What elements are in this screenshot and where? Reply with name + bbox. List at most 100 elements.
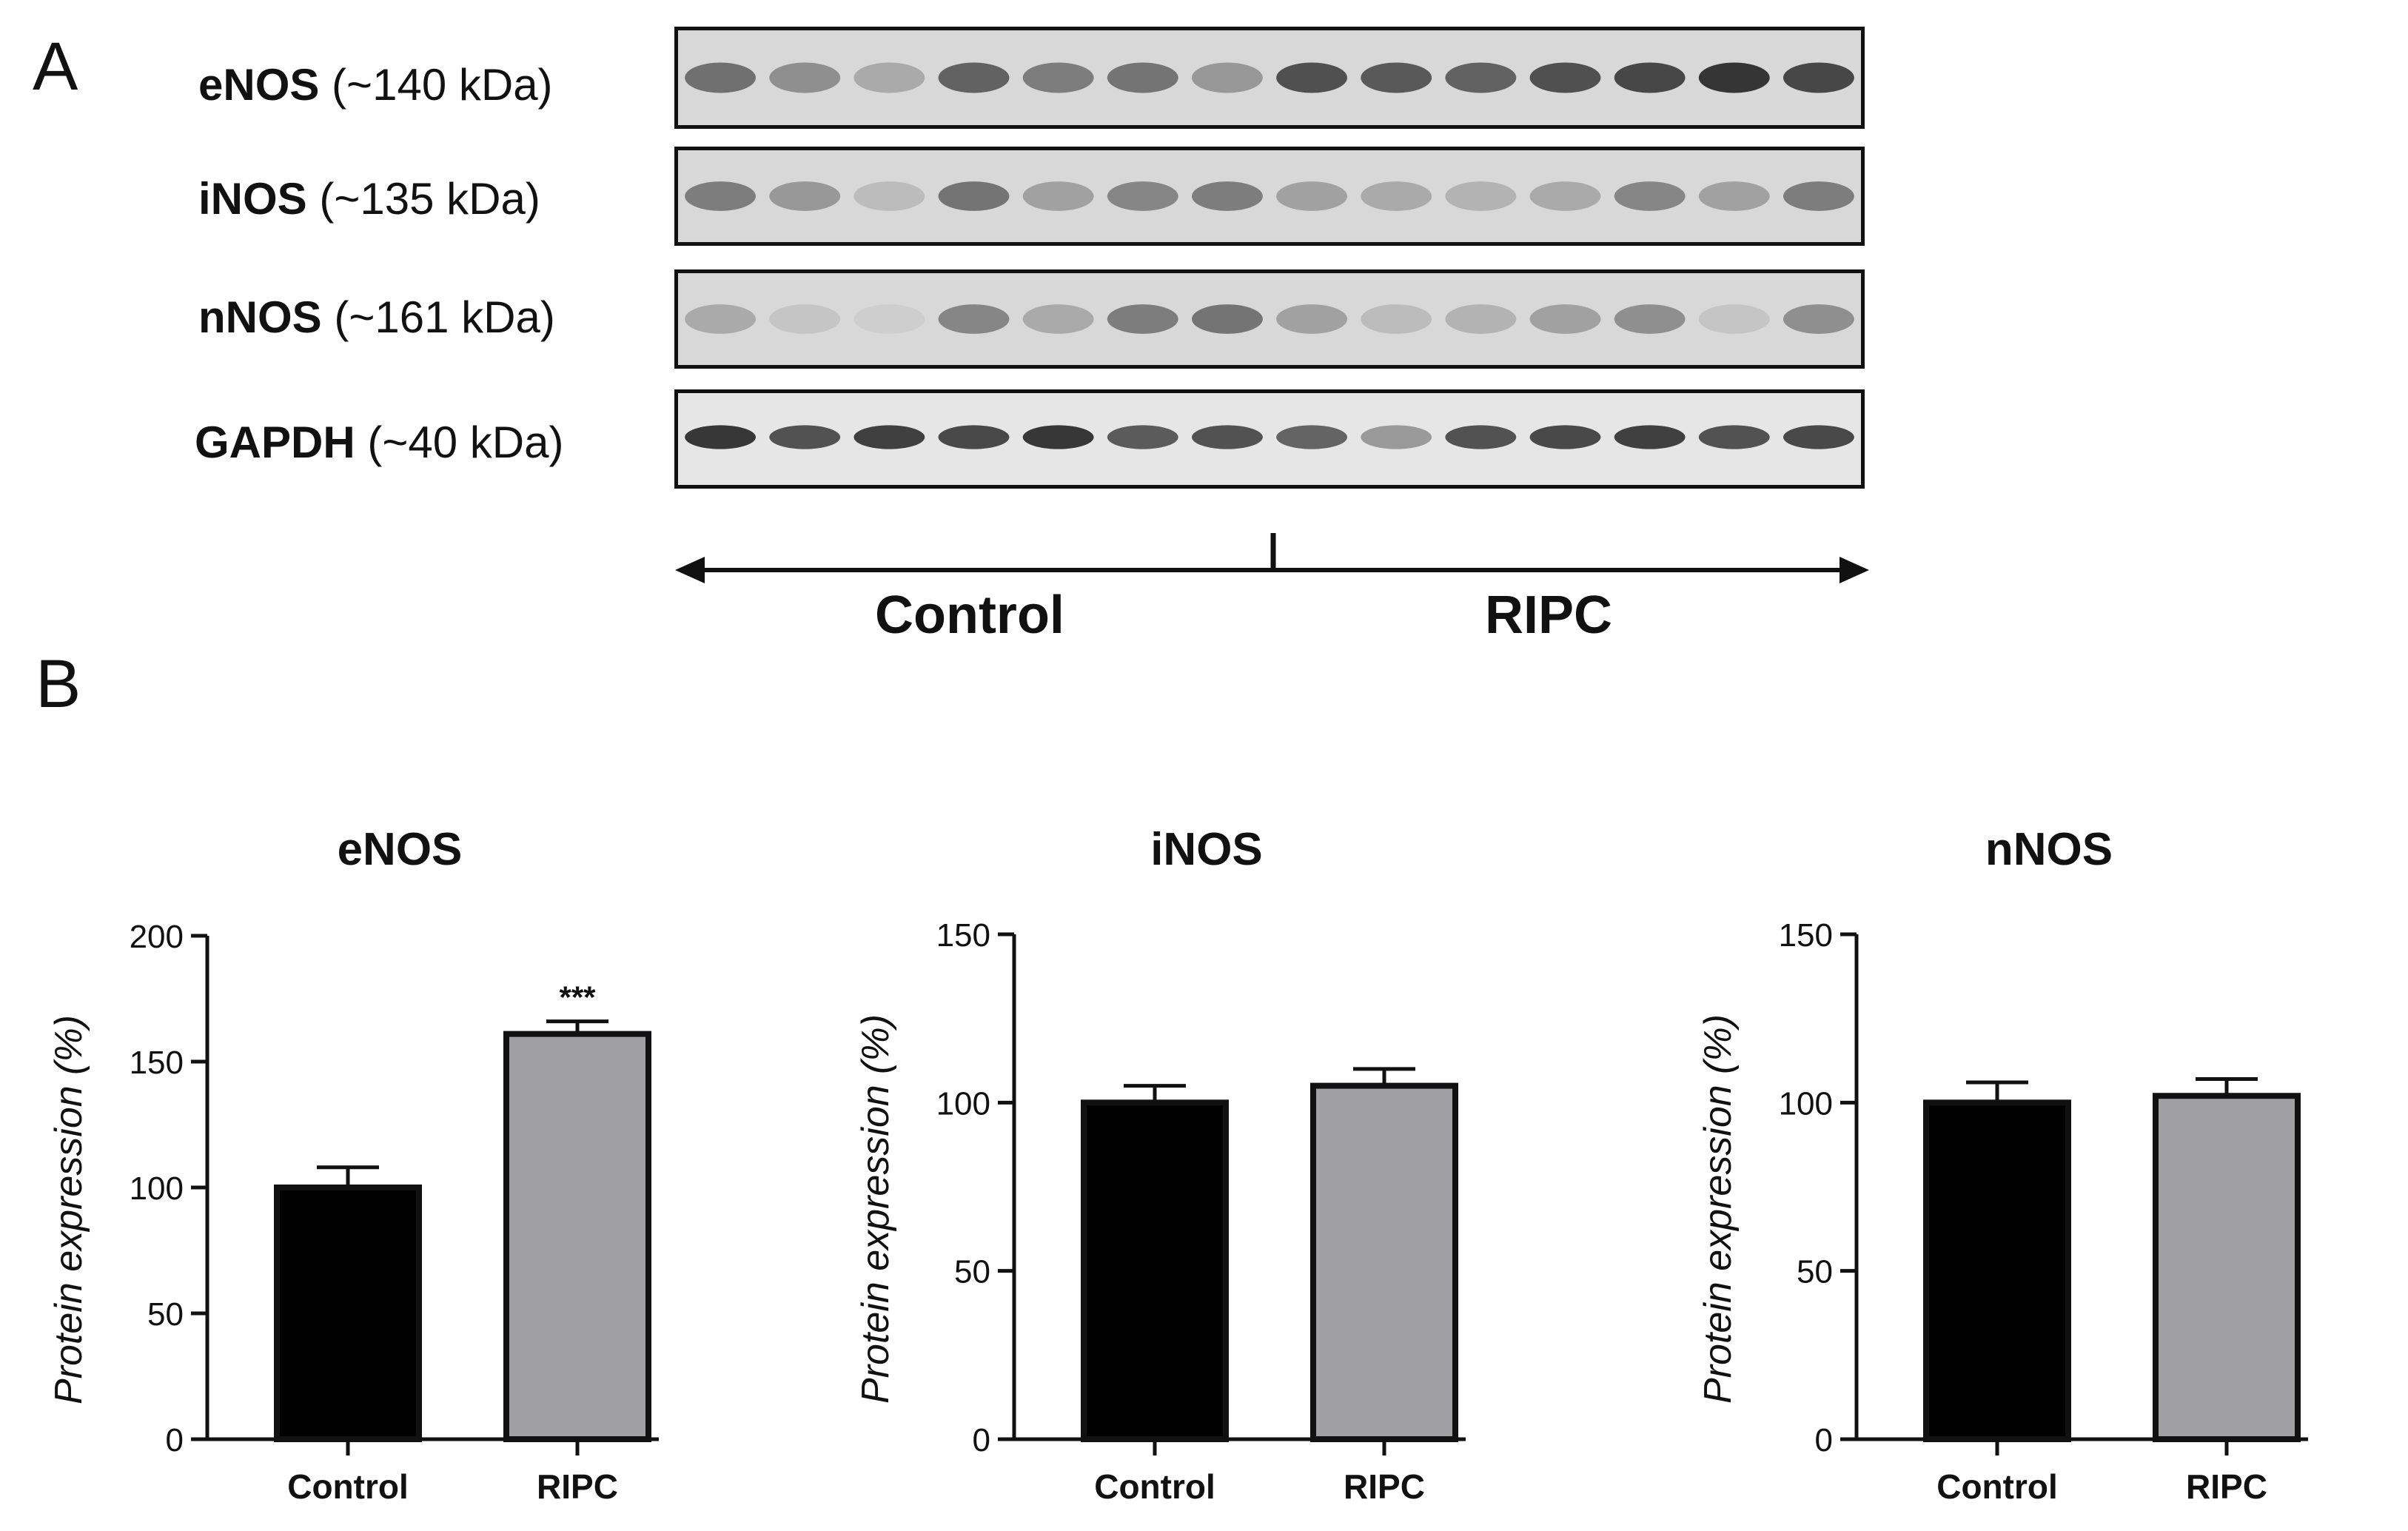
x-tick-label: RIPC xyxy=(1344,1467,1425,1506)
blot-label-enos: eNOS (~140 kDa) xyxy=(198,59,553,110)
bar-ripc xyxy=(2153,1093,2301,1442)
blot-band xyxy=(769,181,841,211)
y-tick-label: 200 xyxy=(130,919,184,955)
y-tick-label: 50 xyxy=(1797,1254,1833,1290)
blot-band xyxy=(853,304,925,334)
x-tick-label: Control xyxy=(287,1467,409,1506)
bar-ripc xyxy=(1310,1082,1458,1442)
blot-band xyxy=(769,425,841,449)
blot-band xyxy=(1276,304,1348,334)
blot-band xyxy=(1191,425,1263,449)
chart-nnos: nNOS 0 50 100 150 Protein expression (%) Contr… xyxy=(1697,824,2308,1506)
blot-band xyxy=(1022,181,1094,211)
blot-band xyxy=(1782,425,1854,449)
y-tick-label: 100 xyxy=(1779,1085,1833,1122)
y-tick-label: 100 xyxy=(936,1085,990,1122)
blot-molecular-weight: (~140 kDa) xyxy=(319,60,553,110)
blot-protein-name: eNOS xyxy=(198,60,320,110)
group-label-control: Control xyxy=(875,586,1064,645)
blot-band xyxy=(1107,181,1178,211)
blot-band xyxy=(1445,181,1517,211)
blot-band xyxy=(1698,181,1770,211)
blot-band xyxy=(1529,425,1601,449)
panel-b-letter: B xyxy=(36,646,81,722)
blot-band xyxy=(1276,62,1348,93)
blot-band xyxy=(1698,62,1770,93)
blot-band xyxy=(1276,181,1348,211)
blot-band xyxy=(1191,304,1263,334)
blot-band xyxy=(1361,62,1432,93)
blot-band xyxy=(1614,425,1686,449)
blot-band xyxy=(1445,304,1517,334)
y-axis-label: Protein expression (%) xyxy=(854,1014,897,1404)
blot-band xyxy=(1022,304,1094,334)
bar-control xyxy=(1081,1099,1229,1443)
blot-band xyxy=(1022,62,1094,93)
blot-image-enos xyxy=(674,27,1865,129)
blot-protein-name: GAPDH xyxy=(195,418,355,467)
blot-band xyxy=(1107,304,1178,334)
bar-control xyxy=(1923,1099,2071,1443)
significance-annotation: *** xyxy=(559,980,596,1015)
blot-band xyxy=(1698,425,1770,449)
x-tick-label: Control xyxy=(1936,1467,2058,1506)
blot-image-gapdh xyxy=(674,389,1865,489)
blot-label-gapdh: GAPDH (~40 kDa) xyxy=(195,417,563,468)
blot-label-inos: iNOS (~135 kDa) xyxy=(198,173,540,224)
blot-band xyxy=(938,181,1010,211)
blot-band xyxy=(1614,181,1686,211)
bar-ripc xyxy=(503,1031,651,1442)
blot-molecular-weight: (~135 kDa) xyxy=(306,174,540,224)
blot-band xyxy=(853,181,925,211)
y-tick-label: 50 xyxy=(954,1254,990,1290)
blot-band xyxy=(853,425,925,449)
blot-band xyxy=(938,304,1010,334)
blot-band xyxy=(685,181,757,211)
y-tick-label: 100 xyxy=(130,1170,184,1207)
blot-band xyxy=(1782,304,1854,334)
blot-band xyxy=(938,425,1010,449)
blot-band xyxy=(1276,425,1348,449)
group-label-ripc: RIPC xyxy=(1485,586,1613,645)
blot-band xyxy=(685,425,757,449)
blot-band xyxy=(938,62,1010,93)
blot-band xyxy=(1529,304,1601,334)
blot-band xyxy=(1361,304,1432,334)
blot-band xyxy=(1782,181,1854,211)
blot-label-nnos: nNOS (~161 kDa) xyxy=(198,292,555,343)
blot-band xyxy=(1445,425,1517,449)
blot-band xyxy=(1529,181,1601,211)
blot-band xyxy=(1361,181,1432,211)
blot-band xyxy=(1614,62,1686,93)
x-tick-label: RIPC xyxy=(2186,1467,2267,1506)
blot-band xyxy=(769,304,841,334)
chart-title: iNOS xyxy=(1150,824,1263,875)
panel-a-letter: A xyxy=(33,29,78,104)
blot-band xyxy=(685,304,757,334)
chart-enos: eNOS 0 50 100 150 200 Protein expression (%) Co… xyxy=(47,824,659,1506)
blot-band xyxy=(1191,181,1263,211)
x-tick-label: Control xyxy=(1094,1467,1215,1506)
blot-molecular-weight: (~40 kDa) xyxy=(355,418,564,467)
y-tick-label: 150 xyxy=(936,917,990,954)
chart-title: eNOS xyxy=(338,824,463,875)
blot-band xyxy=(853,62,925,93)
blot-band xyxy=(1782,62,1854,93)
y-tick-label: 50 xyxy=(147,1296,184,1333)
blot-band xyxy=(1445,62,1517,93)
y-tick-label: 150 xyxy=(1779,917,1833,954)
chart-inos: iNOS 0 50 100 150 Protein expression (%) Contr… xyxy=(854,824,1466,1506)
blot-protein-name: nNOS xyxy=(198,292,322,342)
blot-band xyxy=(1107,62,1178,93)
blot-band xyxy=(1529,62,1601,93)
y-axis-label: Protein expression (%) xyxy=(1697,1014,1740,1404)
bar-control xyxy=(274,1185,422,1442)
blot-band xyxy=(1361,425,1432,449)
y-tick-label: 0 xyxy=(166,1422,184,1458)
y-tick-label: 150 xyxy=(130,1045,184,1081)
blot-protein-name: iNOS xyxy=(198,174,307,224)
y-tick-label: 0 xyxy=(1815,1422,1833,1458)
x-tick-label: RIPC xyxy=(537,1467,618,1506)
blot-image-nnos xyxy=(674,269,1865,369)
blot-band xyxy=(1698,304,1770,334)
